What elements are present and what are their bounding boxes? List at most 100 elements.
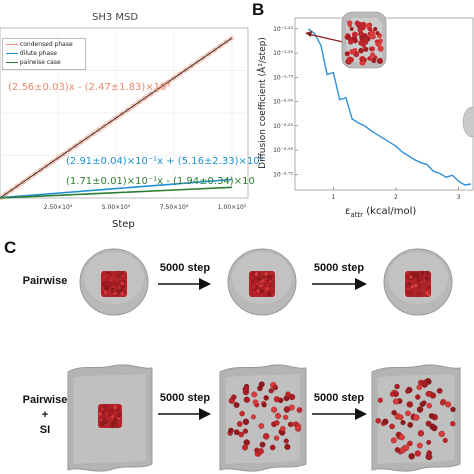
bead xyxy=(375,418,381,424)
msd-xtick-label: 5.00×10⁴ xyxy=(102,204,131,211)
bead xyxy=(431,424,438,432)
panel-b: Diffusion coefficient (Å²/step) 10⁻¹·²⁵ 1… xyxy=(250,0,474,235)
bead xyxy=(103,404,108,409)
panel-a: SH3 MSD 2.50×10⁴ 5.00×10⁴ 7.50×10⁴ 1.00×10⁵… xyxy=(0,0,264,235)
bead xyxy=(282,414,289,420)
msd-point-condensed xyxy=(125,108,130,112)
msd-point-condensed xyxy=(166,80,171,84)
step-label-r1-2: 5000 step xyxy=(313,262,365,274)
bead xyxy=(284,443,291,450)
fit-pairwise-annotation: (1.71±0.01)×10⁻¹x - (1.94±0.34)×10 xyxy=(66,176,255,187)
bead xyxy=(275,412,282,419)
bead xyxy=(405,410,411,417)
msd-point-condensed xyxy=(3,192,8,196)
inset-bead xyxy=(375,31,380,36)
msd-point-condensed xyxy=(38,168,43,172)
bead xyxy=(241,444,249,451)
bead xyxy=(116,413,122,418)
inset-arrowhead xyxy=(305,31,312,37)
inset-bead xyxy=(373,27,378,32)
bead xyxy=(231,394,237,400)
bead xyxy=(283,438,289,444)
bead xyxy=(414,450,421,457)
bead xyxy=(426,403,432,409)
bead xyxy=(263,395,269,401)
bead xyxy=(289,393,296,401)
inset-bead xyxy=(362,33,367,38)
msd-xticks: 2.50×10⁴ 5.00×10⁴ 7.50×10⁴ 1.00×10⁵ xyxy=(44,204,247,211)
msd-xtick-label: 2.50×10⁴ xyxy=(44,204,73,211)
bead xyxy=(450,406,456,413)
bead xyxy=(242,385,250,393)
bead xyxy=(382,418,389,425)
msd-point-condensed xyxy=(44,164,49,168)
bead xyxy=(402,444,410,451)
legend-swatch-dilute xyxy=(6,52,18,55)
r1-condensate-3 xyxy=(383,248,453,316)
bead xyxy=(293,421,299,427)
inset-condensate-image xyxy=(341,11,387,69)
legend-swatch-condensed xyxy=(6,43,18,46)
r2-slab-1 xyxy=(67,364,153,472)
msd-point-condensed xyxy=(67,148,72,152)
bead xyxy=(426,453,433,461)
bead xyxy=(280,425,286,432)
msd-point-condensed xyxy=(108,120,113,124)
bead xyxy=(104,281,110,286)
bead xyxy=(406,286,412,292)
legend-swatch-pairwise xyxy=(6,61,18,64)
bead xyxy=(101,415,106,421)
bead xyxy=(442,437,448,443)
msd-point-condensed xyxy=(137,100,142,104)
bead xyxy=(238,431,244,438)
legend-item-pairwise: pairwise case xyxy=(6,59,61,66)
row1-label: Pairwise xyxy=(22,275,68,287)
bead xyxy=(441,399,447,405)
bead xyxy=(108,278,114,283)
bead xyxy=(407,422,414,428)
legend-item-dilute: dilute phase xyxy=(6,50,57,57)
bead xyxy=(120,281,125,286)
bead xyxy=(242,428,249,434)
bead xyxy=(421,379,428,387)
bead xyxy=(408,453,415,460)
inset-bead xyxy=(349,48,356,55)
bead xyxy=(428,413,435,419)
bead xyxy=(418,276,423,281)
msd-legend: condensed phase dilute phase pairwise ca… xyxy=(2,38,86,70)
inset-bead xyxy=(369,52,376,58)
bead xyxy=(390,437,397,444)
bead xyxy=(120,291,125,297)
inset-bead xyxy=(358,47,364,54)
bead xyxy=(416,406,424,413)
bead xyxy=(391,409,397,416)
bead xyxy=(394,383,400,390)
bead xyxy=(97,411,103,417)
msd-point-condensed xyxy=(160,84,165,88)
diffusion-chart: 10⁻¹·²⁵ 10⁻¹·⁵⁰ 10⁻¹·⁷⁵ 10⁻²·⁰⁰ 10⁻²·²⁵ 10⁻²·… xyxy=(273,11,474,201)
bead xyxy=(257,448,264,455)
diffusion-xtick-label: 2 xyxy=(394,194,398,201)
bead xyxy=(436,387,443,394)
bead xyxy=(271,406,278,413)
msd-point-condensed xyxy=(131,104,136,108)
msd-point-condensed xyxy=(9,188,14,192)
bead xyxy=(417,430,425,437)
msd-series-dilute xyxy=(0,178,233,199)
bead xyxy=(415,394,421,400)
bead xyxy=(394,447,401,453)
msd-point-condensed xyxy=(32,172,37,176)
inset-bead xyxy=(358,22,366,29)
bead xyxy=(274,420,280,426)
inset-bead xyxy=(369,33,376,40)
msd-point-condensed xyxy=(189,64,194,68)
inset-bead xyxy=(344,51,350,57)
msd-point-condensed xyxy=(119,112,124,116)
bead xyxy=(416,384,423,391)
bead xyxy=(251,284,256,290)
diffusion-ytick-label: 10⁻¹·⁷⁵ xyxy=(273,74,294,81)
bead xyxy=(100,421,105,427)
bead xyxy=(420,270,425,276)
bead xyxy=(265,282,271,288)
bead xyxy=(261,402,267,408)
